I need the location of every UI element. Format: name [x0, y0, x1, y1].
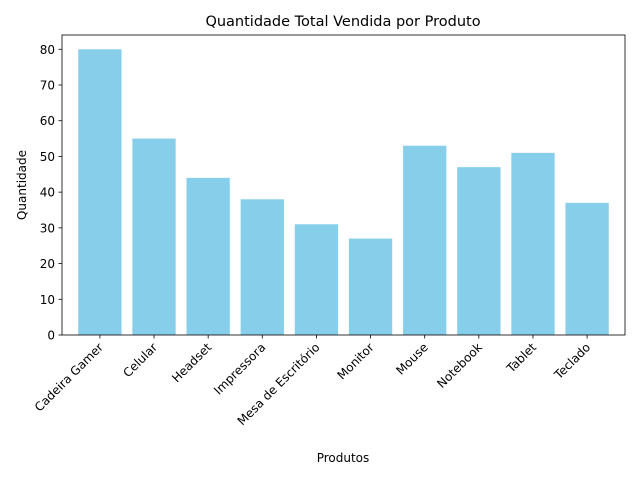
x-axis-label: Produtos [317, 451, 370, 465]
y-tick-label: 10 [40, 293, 55, 307]
y-axis-label: Quantidade [15, 150, 29, 220]
chart-title: Quantidade Total Vendida por Produto [205, 14, 480, 30]
bar-tablet [511, 152, 555, 335]
y-tick-label: 60 [40, 114, 55, 128]
x-tick-label: Monitor [335, 340, 377, 382]
bar-celular [132, 138, 176, 335]
bars-group [78, 49, 609, 336]
bar-mouse [403, 145, 447, 335]
y-tick-label: 0 [47, 329, 55, 343]
x-tick-label: Tablet [503, 340, 539, 376]
bar-mesa-de-escrit-rio [294, 224, 339, 335]
x-tick-label: Headset [169, 340, 214, 385]
x-tick-label: Mouse [393, 340, 430, 377]
x-tick-label: Teclado [551, 340, 593, 382]
x-tick-label: Celular [120, 340, 160, 380]
plot-frame [61, 34, 626, 336]
y-tick-label: 50 [40, 150, 55, 164]
bar-impressora [240, 199, 284, 335]
x-tick-label: Notebook [434, 340, 485, 391]
y-tick-label: 40 [40, 186, 55, 200]
bar-headset [186, 177, 230, 335]
y-tick-label: 70 [40, 79, 55, 93]
y-axis: 0 10 20 30 40 50 60 70 80 [40, 43, 62, 343]
x-tick-label: Cadeira Gamer [32, 340, 106, 414]
y-tick-label: 30 [40, 221, 55, 235]
y-tick-label: 80 [40, 43, 55, 57]
bar-teclado [565, 202, 609, 335]
bar-monitor [348, 238, 393, 335]
x-tick-label: Impressora [211, 340, 268, 397]
bar-cadeira-gamer [78, 49, 122, 336]
y-tick-label: 20 [40, 257, 55, 271]
bar-notebook [457, 167, 501, 335]
x-axis: Cadeira Gamer Celular HeadsetImpressoraMes… [32, 335, 593, 428]
